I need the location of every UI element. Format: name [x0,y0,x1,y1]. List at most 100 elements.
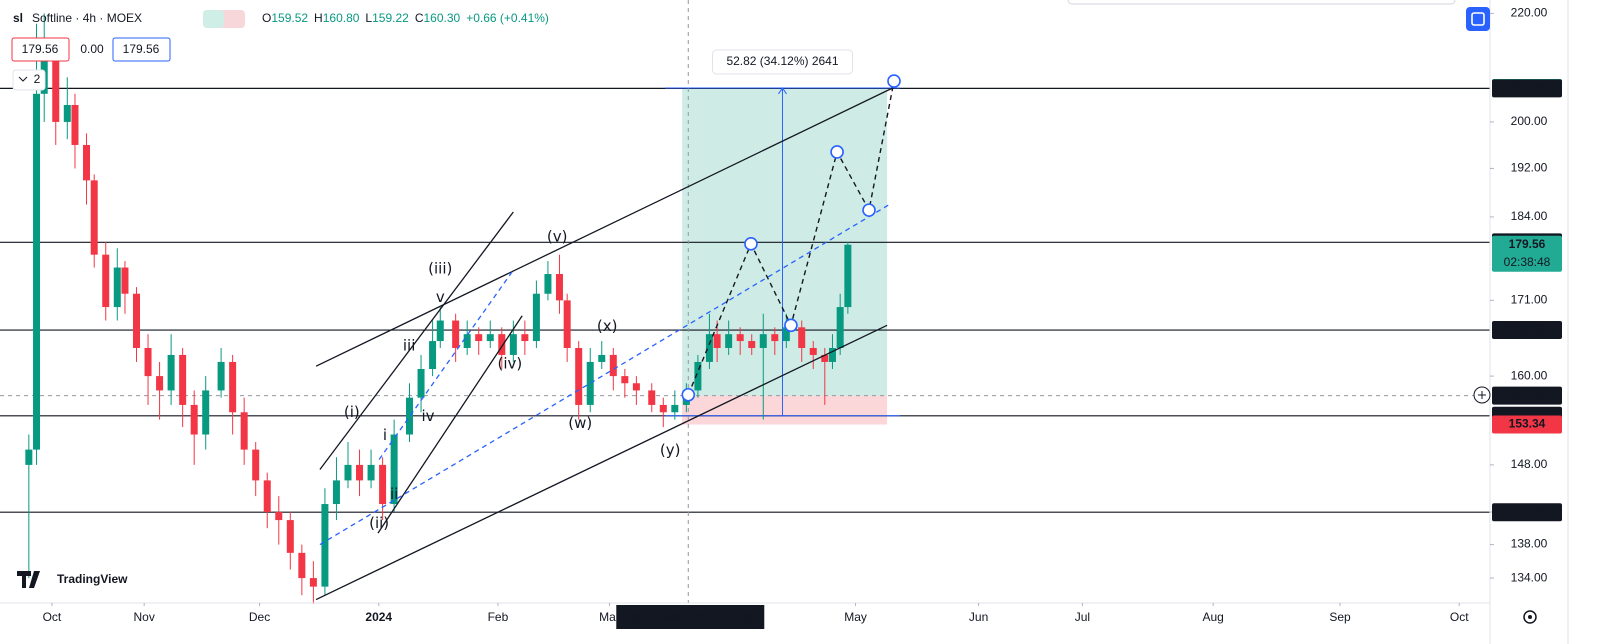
candle-body [544,274,552,294]
candle-body [25,449,33,465]
sync-button[interactable] [1466,7,1490,31]
y-tick-label: 148.00 [1511,457,1548,471]
candle-body [167,354,175,391]
ohlc-key: O [262,11,271,25]
candle-body [52,55,60,122]
candle-body [406,397,414,435]
symbol-icon: sl [13,11,23,25]
ohlc-value: 159.22 [372,11,409,25]
candle-body [563,300,571,348]
ohlc-key: L [365,11,372,25]
candle-body [809,347,817,355]
crosshair-time-bg [616,605,765,629]
price-label-bg [1492,79,1562,98]
candle-body [575,347,583,405]
candle-body [90,180,98,255]
x-tick-label: 2024 [365,610,392,624]
y-tick-label: 138.00 [1511,537,1548,551]
settings-button[interactable] [1523,610,1537,624]
chevron [18,76,28,82]
candle-body [598,354,606,362]
logo-text: TradingView [57,572,128,586]
candle-body [798,327,806,348]
price-label-bg [1492,415,1562,434]
ohlc-value: +0.66 (+0.41%) [466,11,549,25]
wave-label: i [383,426,387,444]
crosshair-time: 18:00 [723,610,753,624]
candle-body [782,327,790,342]
plot-area: 52.82 (34.12%) 2641(v)(iii)viii(iv)(x)(i… [0,0,1490,604]
candle-body [202,390,210,435]
candle-body [521,334,529,342]
candle-body [659,404,667,413]
candle-body [83,144,91,181]
candle-body [390,434,398,505]
y-tick-label: 192.00 [1511,161,1548,175]
y-tick-label: 184.00 [1511,209,1548,223]
price-label-bg [1492,386,1562,405]
projection-node [887,74,901,88]
candle-body [759,334,767,348]
candle-body [379,464,387,505]
wave-label: iii [403,336,416,354]
y-tick-label: 200.00 [1511,114,1548,128]
candle-body [217,361,225,391]
candle-body [632,383,640,391]
wave-label: (w) [568,414,592,432]
crosshair-date: Thu 21 Mar '24 [624,610,705,624]
x-tick-label: May [844,610,867,624]
candle-body [309,578,317,587]
candle-body [344,464,352,481]
ohlc-value: 160.30 [423,11,460,25]
x-tick-label: Sep [1329,610,1351,624]
trend-line [315,87,893,367]
candle-body [332,480,340,505]
candle-body [463,334,471,348]
measure-label: 52.82 (34.12%) 2641 [726,54,838,68]
candle-body [133,293,141,348]
candle-body [275,512,283,521]
candle-body [694,361,702,391]
price-label: 205.98 [1509,81,1546,95]
candle-body [156,376,164,391]
candle-body [736,334,744,342]
y-tick-label: 220.00 [1511,6,1548,20]
candle-body [452,320,460,348]
buy-box[interactable] [112,37,171,62]
buy-price: 179.56 [123,42,160,56]
indicators-toggle[interactable] [12,69,46,91]
settings-icon [1528,615,1532,619]
projection-node [862,203,876,217]
trend-line [377,315,523,534]
ohlc: O159.52 H160.80 L159.22 C160.30 +0.66 (+0.41… [262,11,549,25]
spread: 0.00 [80,42,104,56]
y-tick-label: 160.00 [1511,368,1548,382]
wave-label: ii [390,485,398,503]
candle-body [713,334,721,348]
x-tick-label: Jul [1075,610,1090,624]
projection-node [784,318,798,333]
candle-body [671,404,679,413]
candle-body [190,404,198,435]
price-label: 179.56 [1509,237,1546,251]
toggle-buy[interactable] [203,10,224,28]
candle-body [486,334,494,342]
sell-box[interactable] [11,37,70,62]
wave-label: (iii) [428,259,452,277]
price-label: 153.34 [1509,417,1546,431]
measure-arrowhead [778,87,787,95]
candle-body [828,347,836,362]
trend-line [319,211,514,470]
candle-body [844,244,852,308]
wave-label: (y) [660,441,681,459]
y-tick-label: 134.00 [1511,570,1548,584]
candle-body [298,552,306,579]
wave-label: iv [421,407,434,425]
price-label-bg [1492,503,1562,522]
wave-label: (iv) [497,355,522,373]
candle-body [144,347,152,377]
candle-body [621,376,629,384]
